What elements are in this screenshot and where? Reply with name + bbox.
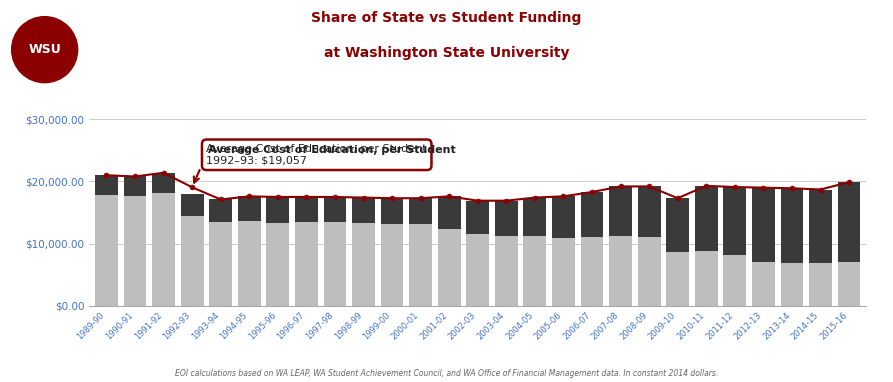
Bar bbox=[780, 188, 804, 263]
Text: at Washington State University: at Washington State University bbox=[324, 46, 569, 60]
Bar bbox=[609, 236, 632, 306]
Bar bbox=[266, 223, 289, 306]
Bar bbox=[238, 221, 261, 306]
Bar bbox=[495, 236, 518, 306]
Bar bbox=[380, 198, 404, 224]
Bar bbox=[352, 197, 375, 223]
Bar bbox=[695, 251, 718, 306]
Bar bbox=[409, 198, 432, 224]
Bar bbox=[666, 252, 689, 306]
Text: EOI calculations based on WA LEAP, WA Student Achievement Council, and WA Office: EOI calculations based on WA LEAP, WA St… bbox=[175, 369, 718, 378]
Bar bbox=[466, 234, 489, 306]
Bar bbox=[180, 215, 204, 306]
Bar bbox=[409, 224, 432, 306]
Bar bbox=[95, 175, 118, 195]
Bar bbox=[323, 197, 346, 222]
Bar bbox=[152, 173, 175, 193]
Bar bbox=[552, 196, 575, 238]
Bar bbox=[695, 186, 718, 251]
Bar bbox=[752, 262, 775, 306]
Circle shape bbox=[12, 17, 78, 83]
Bar bbox=[809, 189, 832, 264]
Bar bbox=[238, 196, 261, 221]
Bar bbox=[438, 228, 461, 306]
Bar bbox=[638, 237, 661, 306]
Text: Average Cost of Education, per Student
1992–93: $19,057: Average Cost of Education, per Student 1… bbox=[206, 144, 427, 165]
Bar bbox=[123, 196, 146, 306]
Bar bbox=[809, 264, 832, 306]
Bar bbox=[323, 222, 346, 306]
Text: WSU: WSU bbox=[29, 43, 61, 56]
Bar bbox=[295, 222, 318, 306]
Bar bbox=[380, 224, 404, 306]
Bar bbox=[780, 263, 804, 306]
Bar bbox=[723, 187, 747, 255]
Bar bbox=[580, 192, 604, 237]
Bar bbox=[209, 199, 232, 222]
Bar bbox=[838, 182, 861, 262]
Bar bbox=[523, 236, 547, 306]
Bar bbox=[466, 201, 489, 234]
Bar bbox=[580, 237, 604, 306]
Text: Share of State vs Student Funding: Share of State vs Student Funding bbox=[312, 11, 581, 26]
Text: Average Cost of Education, per Student: Average Cost of Education, per Student bbox=[208, 145, 455, 155]
Bar bbox=[295, 197, 318, 222]
Bar bbox=[552, 238, 575, 306]
Bar bbox=[666, 198, 689, 252]
Bar bbox=[752, 188, 775, 262]
Bar bbox=[123, 176, 146, 196]
Bar bbox=[266, 197, 289, 223]
Bar bbox=[838, 262, 861, 306]
Bar bbox=[152, 193, 175, 306]
Bar bbox=[352, 223, 375, 306]
Bar bbox=[438, 196, 461, 228]
Bar bbox=[723, 255, 747, 306]
Bar bbox=[638, 186, 661, 237]
Bar bbox=[95, 195, 118, 306]
Bar bbox=[209, 222, 232, 306]
Bar bbox=[523, 197, 547, 236]
Bar bbox=[180, 194, 204, 215]
Bar bbox=[609, 186, 632, 236]
Bar bbox=[495, 201, 518, 236]
